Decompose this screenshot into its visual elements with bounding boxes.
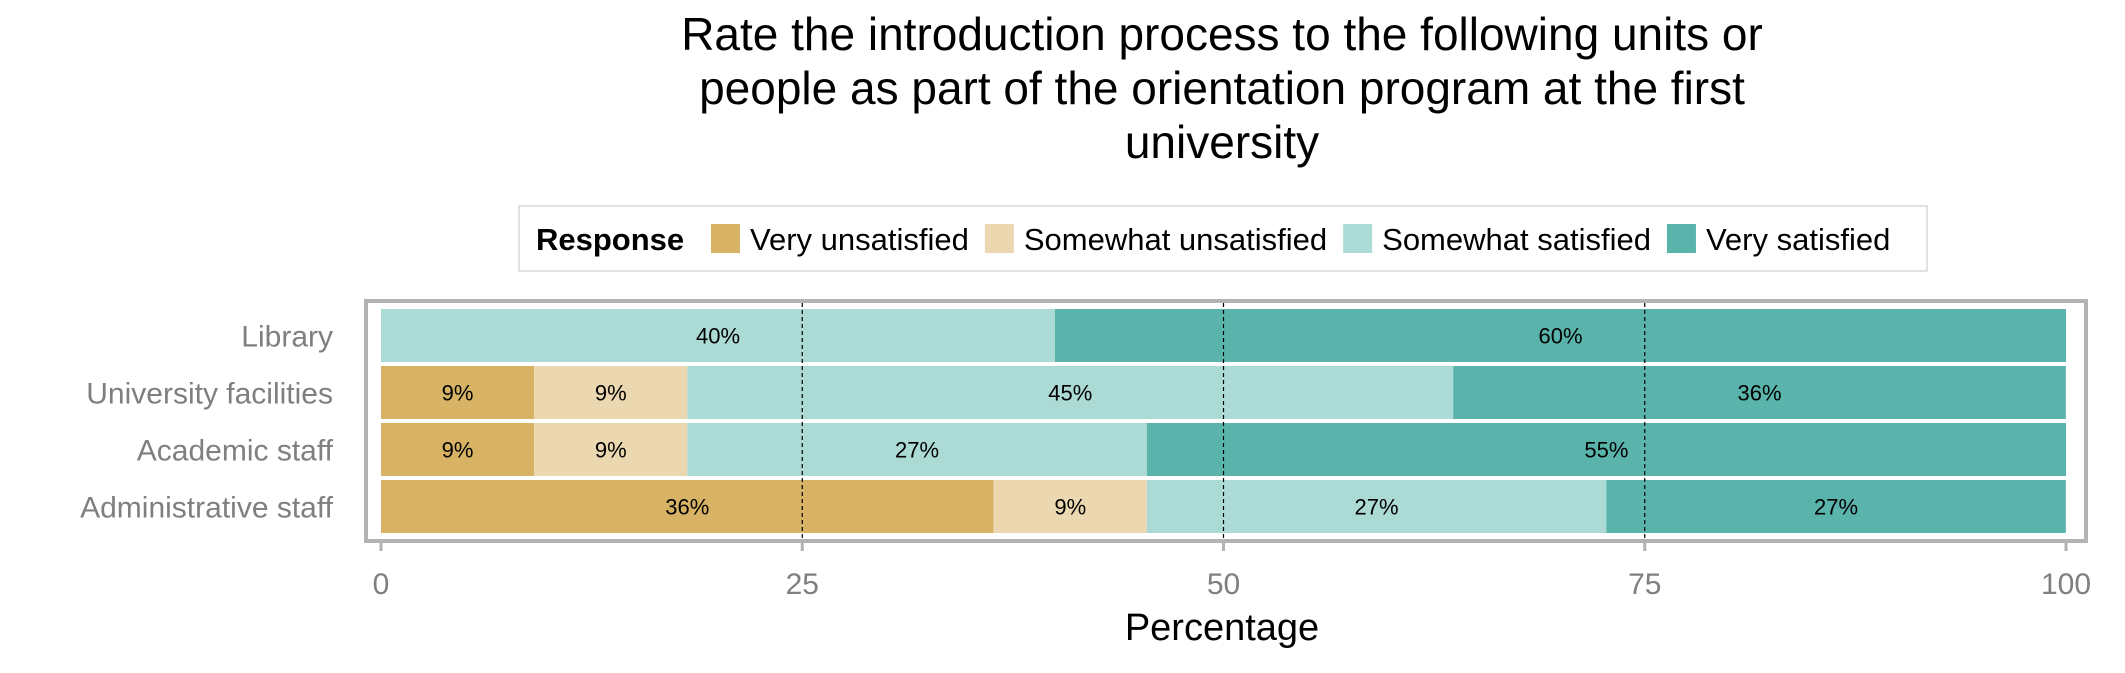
category-label-academic-staff: Academic staff — [137, 435, 334, 468]
legend-swatch — [711, 224, 740, 253]
x-axis: 0 25 50 75 100 — [373, 541, 2091, 601]
bar-value-label: 60% — [1538, 324, 1582, 349]
x-tick-label: 100 — [2041, 568, 2091, 601]
bar-value-label: 45% — [1048, 381, 1092, 406]
bar-value-label: 9% — [1054, 495, 1086, 520]
bar-segment — [1453, 366, 2066, 419]
legend: Response Very unsatisfied Somewhat unsati… — [518, 205, 1928, 272]
bar-value-label: 40% — [696, 324, 740, 349]
chart-title-line-3: university — [1125, 116, 1319, 168]
chart-title-line-2: people as part of the orientation progra… — [699, 62, 1745, 114]
legend-swatch — [984, 224, 1014, 253]
bar-value-label: 9% — [595, 381, 627, 406]
bar-segment — [1606, 480, 2066, 533]
bar-segment — [534, 366, 688, 419]
bar-value-label: 55% — [1584, 438, 1628, 463]
bar-value-label: 9% — [595, 438, 627, 463]
x-tick-label: 50 — [1207, 568, 1240, 601]
x-tick-label: 25 — [786, 568, 819, 601]
legend-swatch — [1666, 224, 1696, 253]
legend-label: Somewhat satisfied — [1382, 222, 1651, 257]
bar-value-label: 27% — [1814, 495, 1858, 520]
x-axis-title: Percentage — [1125, 607, 1319, 649]
bar-segment — [381, 309, 1055, 362]
bar-value-label: 36% — [1737, 381, 1781, 406]
bar-value-label: 27% — [895, 438, 939, 463]
chart-title: Rate the introduction process to the fol… — [681, 8, 1763, 168]
legend-swatch — [1343, 224, 1373, 253]
bar-value-label: 9% — [442, 381, 474, 406]
bar-segment — [381, 480, 994, 533]
legend-label: Very unsatisfied — [750, 222, 969, 257]
category-label-university-facilities: University facilities — [86, 378, 333, 411]
bar-segment — [1146, 423, 2066, 476]
bar-segment — [687, 423, 1147, 476]
bar-segment — [381, 423, 535, 476]
legend-label: Very satisfied — [1706, 222, 1890, 257]
category-label-administrative-staff: Administrative staff — [80, 492, 334, 525]
bar-segment — [687, 366, 1454, 419]
chart-title-line-1: Rate the introduction process to the fol… — [681, 8, 1763, 60]
plot-panel: 40% 60% 9% 9% 45% 36% 9% 9% 27% 55% 36% 9% 27% 27% — [364, 299, 2088, 543]
bar-value-label: 27% — [1355, 495, 1399, 520]
bar-segment — [381, 366, 535, 419]
x-tick-label: 75 — [1628, 568, 1661, 601]
legend-title: Response — [536, 222, 684, 257]
category-label-library: Library — [241, 321, 333, 354]
bar-segment — [534, 423, 688, 476]
bar-value-label: 9% — [442, 438, 474, 463]
x-tick-label: 0 — [373, 568, 390, 601]
bar-value-label: 36% — [665, 495, 709, 520]
y-axis-labels: Library University facilities Academic sta… — [80, 321, 334, 525]
bar-segment — [993, 480, 1147, 533]
legend-label: Somewhat unsatisfied — [1024, 222, 1327, 257]
